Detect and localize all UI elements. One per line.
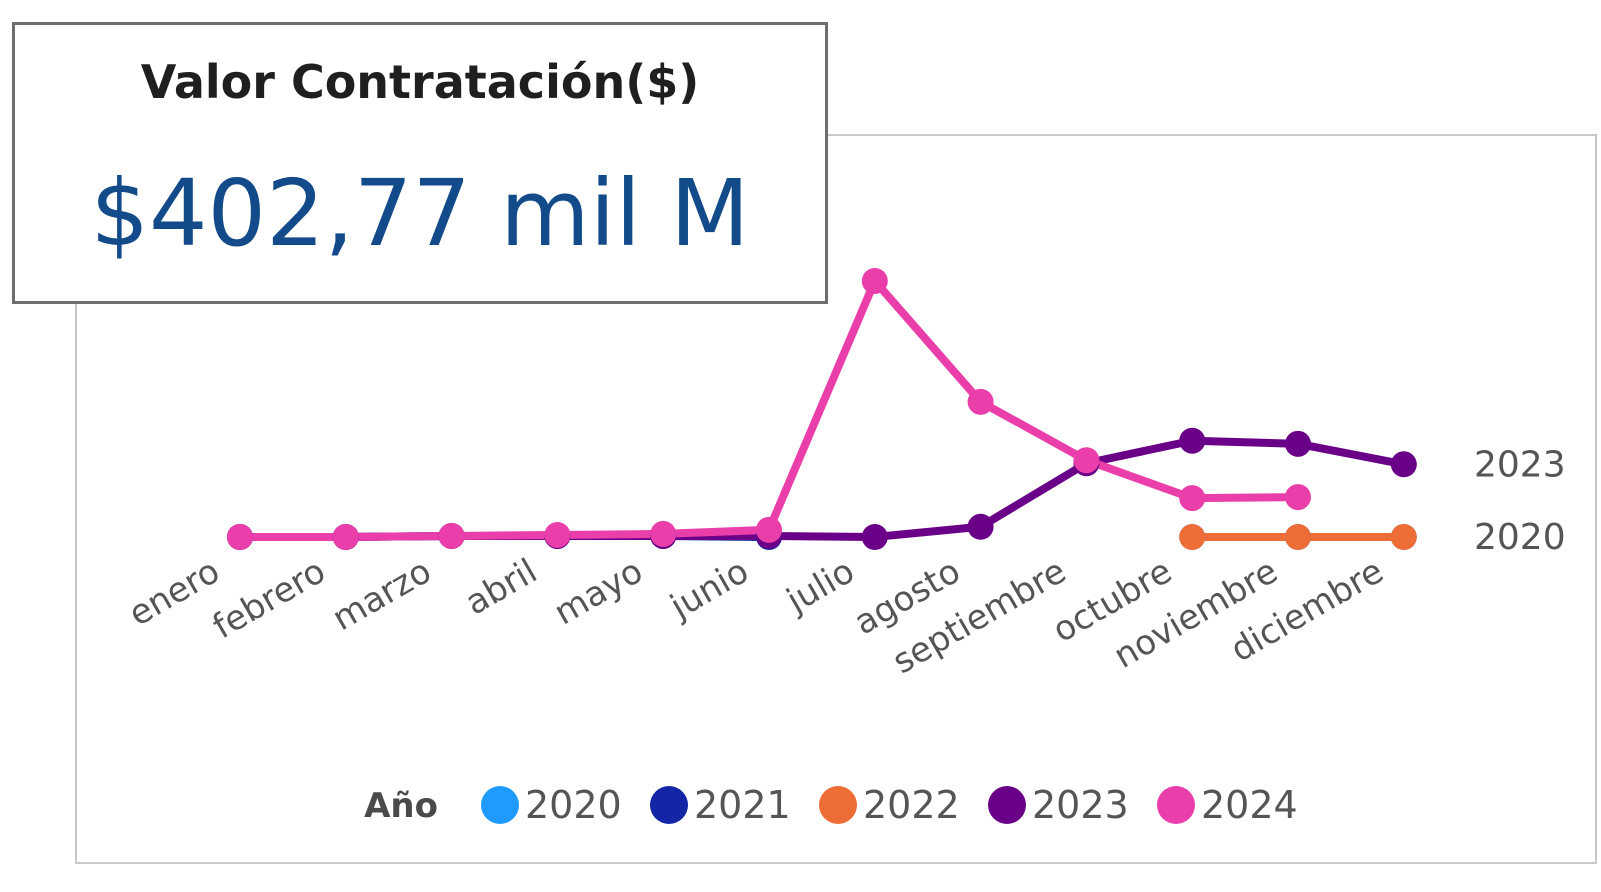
x-tick-label: febrero (206, 551, 332, 647)
legend-label-2020[interactable]: 2020 (525, 783, 622, 827)
point-2022-diciembre[interactable] (1390, 524, 1417, 550)
end-label-2023: 2023 (1474, 444, 1566, 485)
legend-label-2024[interactable]: 2024 (1201, 783, 1298, 827)
point-2023-noviembre[interactable] (1285, 430, 1311, 457)
point-2023-diciembre[interactable] (1390, 451, 1417, 478)
series-line-2023 (236, 436, 1408, 541)
point-2022-octubre[interactable] (1179, 524, 1206, 550)
point-2023-agosto[interactable] (967, 513, 994, 540)
legend-swatch-2022[interactable] (819, 786, 857, 824)
point-2024-octubre[interactable] (1179, 485, 1206, 512)
x-tick-label: junio (663, 551, 756, 628)
legend-swatch-2023[interactable] (988, 786, 1026, 824)
series-lines (236, 277, 1408, 541)
point-2024-febrero[interactable] (332, 524, 359, 550)
x-tick-label: mayo (548, 551, 650, 633)
x-tick-label: marzo (326, 551, 438, 639)
point-2024-noviembre[interactable] (1285, 484, 1311, 511)
legend-label-2022[interactable]: 2022 (863, 783, 960, 827)
kpi-value: $402,77 mil M (90, 160, 750, 267)
series-markers (227, 268, 1417, 550)
legend-label-2023[interactable]: 2023 (1032, 783, 1129, 827)
legend-swatch-2024[interactable] (1157, 786, 1195, 824)
series-line-2024 (236, 277, 1302, 541)
point-2024-enero[interactable] (227, 524, 253, 550)
point-2024-abril[interactable] (544, 521, 571, 548)
point-2024-junio[interactable] (756, 516, 782, 543)
legend-swatch-2021[interactable] (650, 786, 688, 824)
point-2022-noviembre[interactable] (1285, 524, 1311, 550)
legend-title: Año (364, 786, 438, 826)
kpi-title: Valor Contratación($) (140, 55, 700, 109)
legend: Año 2020 2021 2022 2023 2024 (364, 783, 1298, 827)
x-tick-label: abril (459, 551, 544, 623)
point-2023-julio[interactable] (861, 524, 888, 550)
point-2024-agosto[interactable] (967, 388, 994, 415)
point-2024-mayo[interactable] (650, 520, 677, 547)
point-2024-julio[interactable] (861, 268, 888, 294)
legend-label-2021[interactable]: 2021 (694, 783, 791, 827)
series-end-labels: 2020 2023 (1474, 444, 1566, 558)
kpi-card: Valor Contratación($) $402,77 mil M (12, 22, 828, 304)
end-label-2020: 2020 (1474, 517, 1566, 558)
point-2024-septiembre[interactable] (1073, 447, 1100, 474)
legend-swatch-2020[interactable] (481, 786, 519, 824)
point-2024-marzo[interactable] (438, 522, 465, 549)
point-2023-octubre[interactable] (1179, 427, 1206, 454)
